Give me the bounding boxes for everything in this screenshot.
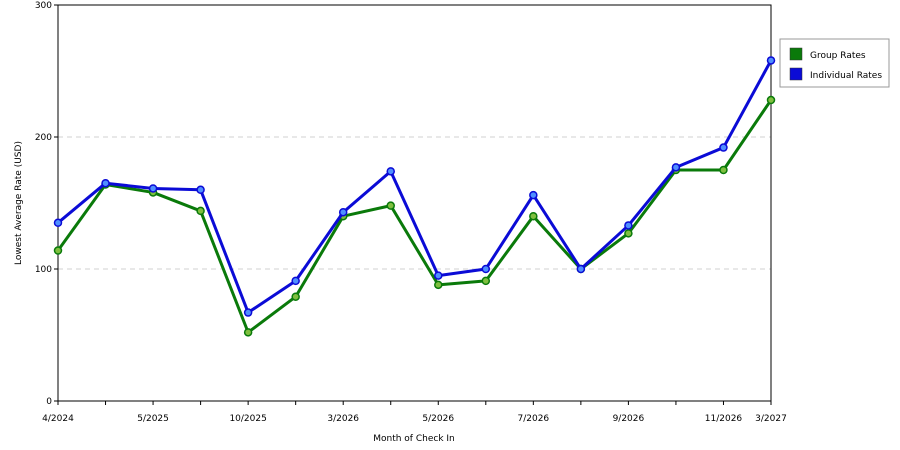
series-line [57,59,773,315]
x-tick-label: 5/2025 [137,414,169,424]
data-point [766,56,776,65]
data-point [624,221,633,230]
data-point [624,229,633,238]
x-tick-label: 10/2025 [229,414,266,424]
x-tick-label: 3/2026 [327,414,359,424]
plot-area [57,4,772,402]
x-tick-label: 11/2026 [705,414,743,424]
data-point [766,95,776,105]
y-tick-label: 200 [35,133,52,143]
data-point [196,185,205,195]
legend-label: Individual Rates [810,71,882,81]
data-point [196,206,205,216]
data-point [719,143,728,152]
x-axis: 4/2024 5/2025 10/2025 3/2026 5/2026 7/2026 9/2… [42,401,787,424]
data-point [53,246,63,255]
data-point [529,211,538,221]
y-axis-title: Lowest Average Rate (USD) [14,141,24,265]
data-point [671,163,681,172]
series-layer [53,56,776,337]
gridlines [58,136,771,270]
x-tick-label: 5/2026 [422,414,454,424]
data-point [53,218,63,228]
x-tick-label: 3/2027 [755,414,787,424]
x-tick-label: 7/2026 [517,414,549,424]
legend-swatch [789,47,803,61]
y-tick-label: 0 [46,397,52,407]
data-point [291,276,300,286]
legend-swatch [789,67,803,81]
series-group-rates [53,95,776,337]
data-point [576,264,586,274]
x-axis-title: Month of Check In [373,434,455,444]
series-individual-rates [53,56,776,317]
data-point [386,167,395,176]
legend: Group Rates Individual Rates [779,38,890,88]
data-point [338,207,348,217]
y-axis: 0 100 200 300 [35,1,58,407]
data-point [101,178,110,188]
x-tick-label: 4/2024 [42,414,74,424]
legend-label: Group Rates [810,51,866,61]
y-tick-label: 300 [35,1,52,11]
data-point [243,308,253,317]
data-point [481,276,491,286]
y-tick-label: 100 [35,265,52,275]
x-tick-label: 9/2026 [613,414,645,424]
data-point [243,328,253,337]
series-line [56,99,773,334]
data-point [291,292,300,301]
data-point [719,165,728,175]
data-point [434,271,443,280]
data-point [434,280,443,290]
data-point [481,264,491,274]
data-point [529,190,538,200]
data-point [148,184,158,193]
data-point [386,201,395,210]
